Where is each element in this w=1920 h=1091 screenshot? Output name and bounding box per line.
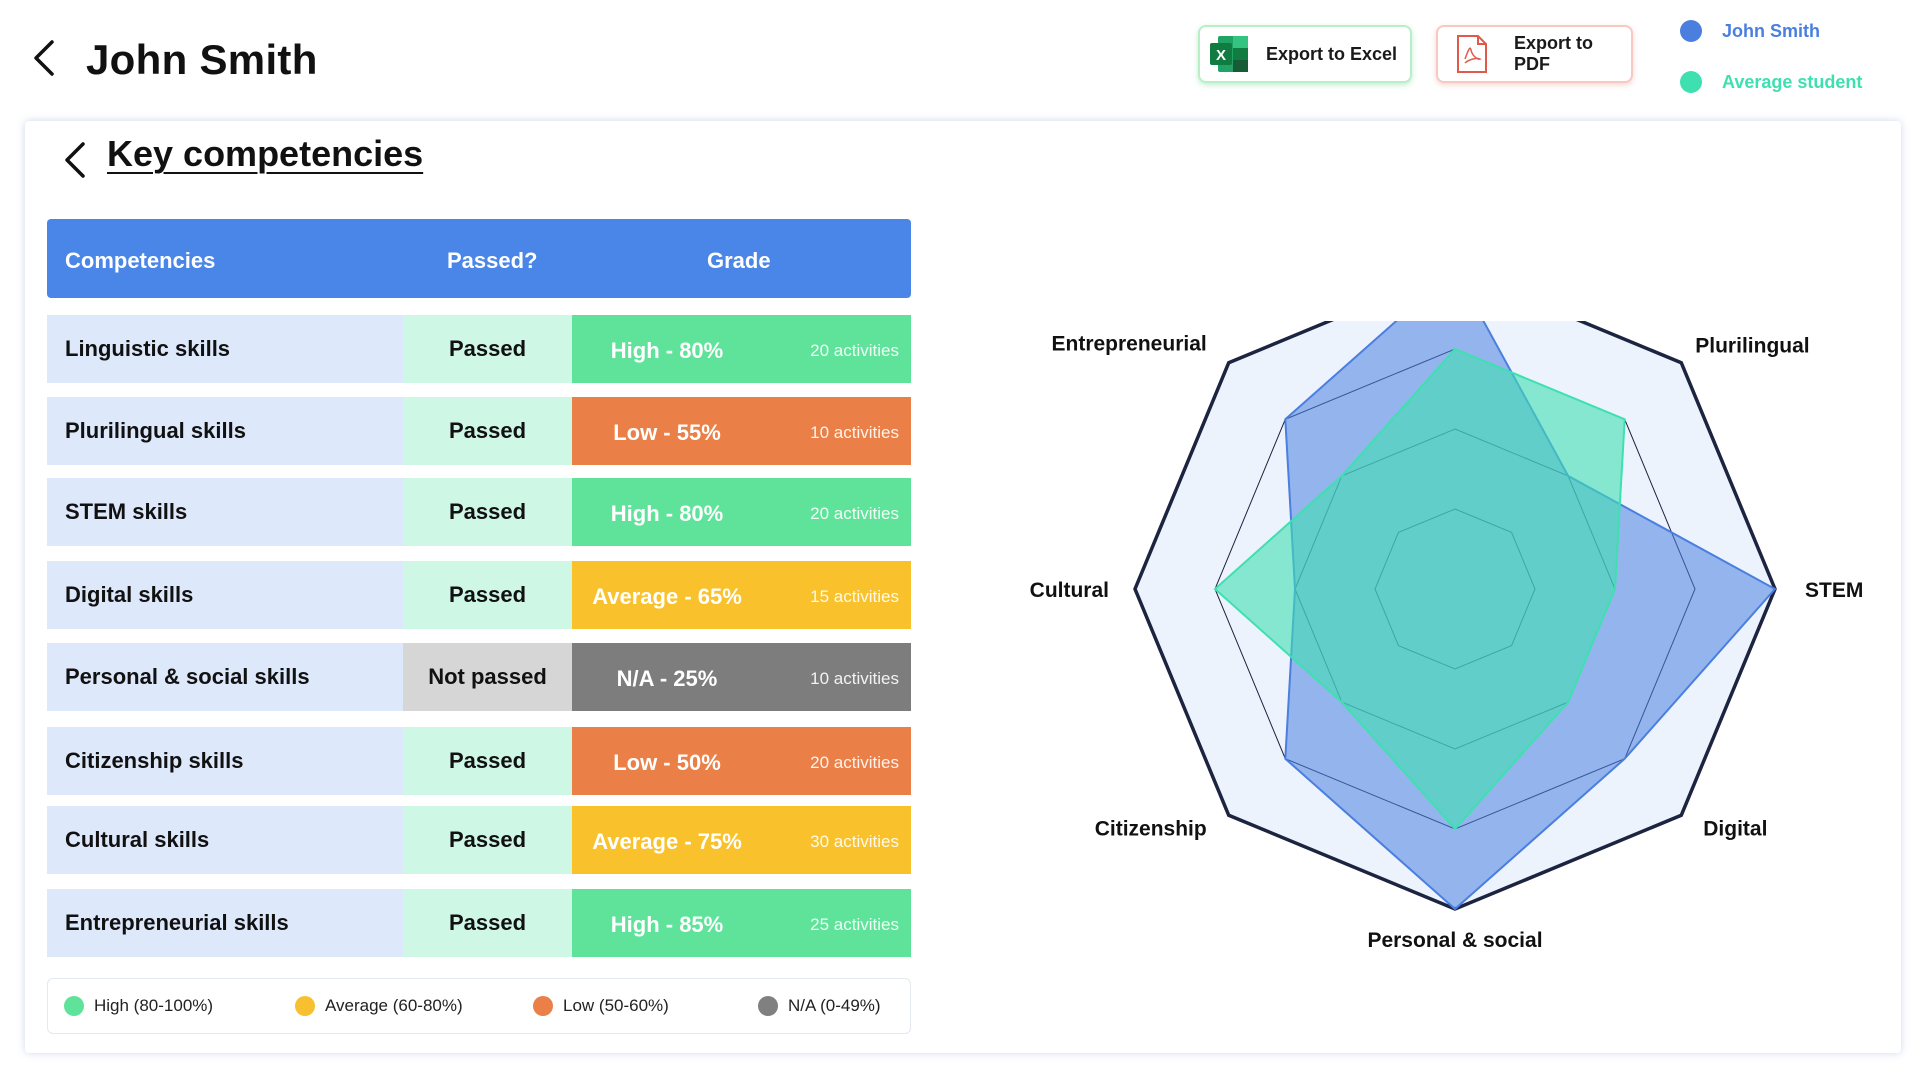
passed-status: Passed (403, 397, 572, 465)
competencies-table: Competencies Passed? Grade Linguistic sk… (47, 219, 911, 957)
axis-label: Cultural (1030, 579, 1109, 602)
table-row[interactable]: Digital skills Passed Average - 65% 15 acti… (47, 561, 911, 629)
axis-label: STEM (1805, 579, 1863, 602)
legend-dot-icon (758, 996, 778, 1016)
series-average-student (1213, 347, 1626, 831)
student-name-title: John Smith (86, 36, 318, 83)
activity-count: 20 activities (810, 341, 899, 360)
activity-count: 10 activities (810, 669, 899, 688)
activity-count: 10 activities (810, 423, 899, 442)
competency-name: Digital skills (47, 561, 403, 629)
table-row[interactable]: Cultural skills Passed Average - 75% 30 act… (47, 806, 911, 874)
grade-value: Average - 75% (592, 829, 742, 854)
activity-count: 15 activities (810, 587, 899, 606)
axis-label: Digital (1703, 817, 1767, 840)
competency-name: Cultural skills (47, 806, 403, 874)
passed-status: Passed (403, 806, 572, 874)
axis-label: Entrepreneurial (1052, 333, 1207, 356)
axis-label: Plurilingual (1695, 335, 1809, 358)
competency-name: Linguistic skills (47, 315, 403, 383)
key-competencies-panel: Key competencies Competencies Passed? Gr… (25, 121, 1901, 1053)
activity-count: 25 activities (810, 915, 899, 934)
grade-value: High - 85% (610, 912, 724, 937)
grade-value: N/A - 25% (616, 666, 718, 691)
legend-label: Low (50-60%) (563, 996, 669, 1015)
legend-label: High (80-100%) (94, 996, 214, 1015)
legend-label: Average student (1722, 71, 1863, 92)
panel-title[interactable]: Key competencies (107, 133, 424, 174)
legend-item-na: N/A (0-49%) (758, 996, 881, 1016)
table-row[interactable]: STEM skills Passed High - 80% 20 activities (47, 478, 911, 546)
pdf-icon (1457, 35, 1487, 73)
passed-status: Passed (403, 889, 572, 957)
grade-cell: Average - 65% 15 activities (572, 561, 911, 629)
grade-value: Average - 65% (592, 584, 742, 609)
grade-value: Low - 55% (613, 420, 721, 445)
table-header: Competencies Passed? Grade (47, 219, 911, 298)
table-row[interactable]: Entrepreneurial skills Passed High - 85% 25… (47, 889, 911, 957)
competency-name: Personal & social skills (47, 643, 403, 711)
grade-cell: High - 85% 25 activities (572, 889, 911, 957)
competency-radar-chart: LinguisticPlurilingualSTEMDigitalPersona… (1030, 321, 1863, 952)
competency-name: Entrepreneurial skills (47, 889, 403, 957)
export-excel-label: Export to Excel (1266, 43, 1398, 64)
grade-cell: High - 80% 20 activities (572, 478, 911, 546)
grade-value: Low - 50% (613, 750, 721, 775)
table-row[interactable]: Citizenship skills Passed Low - 50% 20 acti… (47, 727, 911, 795)
legend-item-low: Low (50-60%) (533, 996, 669, 1016)
excel-icon: X (1210, 36, 1248, 72)
export-pdf-button[interactable]: Export to PDF (1436, 25, 1633, 83)
passed-status: Not passed (403, 643, 572, 711)
axis-label: Citizenship (1095, 817, 1207, 840)
legend-dot-icon (64, 996, 84, 1016)
passed-status: Passed (403, 561, 572, 629)
top-bar: John Smith X Export to Excel Export to P… (0, 0, 1920, 118)
back-arrow-icon[interactable] (30, 38, 60, 78)
legend-dot-icon (1680, 71, 1702, 93)
export-pdf-label: Export to PDF (1514, 33, 1593, 74)
grade-legend: High (80-100%) Average (60-80%) Low (50-… (47, 978, 911, 1034)
legend-dot-icon (295, 996, 315, 1016)
grade-cell: N/A - 25% 10 activities (572, 643, 911, 711)
export-excel-button[interactable]: X Export to Excel (1198, 25, 1412, 83)
grade-cell: Average - 75% 30 activities (572, 806, 911, 874)
competency-name: Citizenship skills (47, 727, 403, 795)
activity-count: 20 activities (810, 504, 899, 523)
table-row[interactable]: Plurilingual skills Passed Low - 55% 10 act… (47, 397, 911, 465)
legend-item-john-smith: John Smith (1680, 20, 1820, 42)
legend-label: Average (60-80%) (325, 996, 463, 1015)
back-arrow-icon[interactable] (61, 139, 91, 181)
activity-count: 20 activities (810, 753, 899, 772)
competency-name: Plurilingual skills (47, 397, 403, 465)
grade-value: High - 80% (610, 501, 724, 526)
legend-dot-icon (533, 996, 553, 1016)
legend-item-high: High (80-100%) (64, 996, 213, 1016)
competency-name: STEM skills (47, 478, 403, 546)
legend-item-average-student: Average student (1680, 71, 1862, 93)
axis-label: Personal & social (1367, 929, 1542, 952)
passed-status: Passed (403, 315, 572, 383)
column-header-passed: Passed? (447, 248, 538, 273)
legend-dot-icon (1680, 20, 1702, 42)
legend-label: John Smith (1722, 20, 1820, 41)
svg-text:X: X (1216, 47, 1226, 64)
legend-item-average: Average (60-80%) (295, 996, 463, 1016)
column-header-grade: Grade (707, 248, 771, 273)
table-row[interactable]: Personal & social skills Not passed N/A - … (47, 643, 911, 711)
grade-cell: Low - 55% 10 activities (572, 397, 911, 465)
legend-label: N/A (0-49%) (788, 996, 881, 1015)
activity-count: 30 activities (810, 832, 899, 851)
grade-value: High - 80% (610, 338, 724, 363)
grade-cell: Low - 50% 20 activities (572, 727, 911, 795)
column-header-competencies: Competencies (65, 248, 216, 273)
passed-status: Passed (403, 727, 572, 795)
passed-status: Passed (403, 478, 572, 546)
grade-cell: High - 80% 20 activities (572, 315, 911, 383)
table-row[interactable]: Linguistic skills Passed High - 80% 20 acti… (47, 315, 911, 383)
